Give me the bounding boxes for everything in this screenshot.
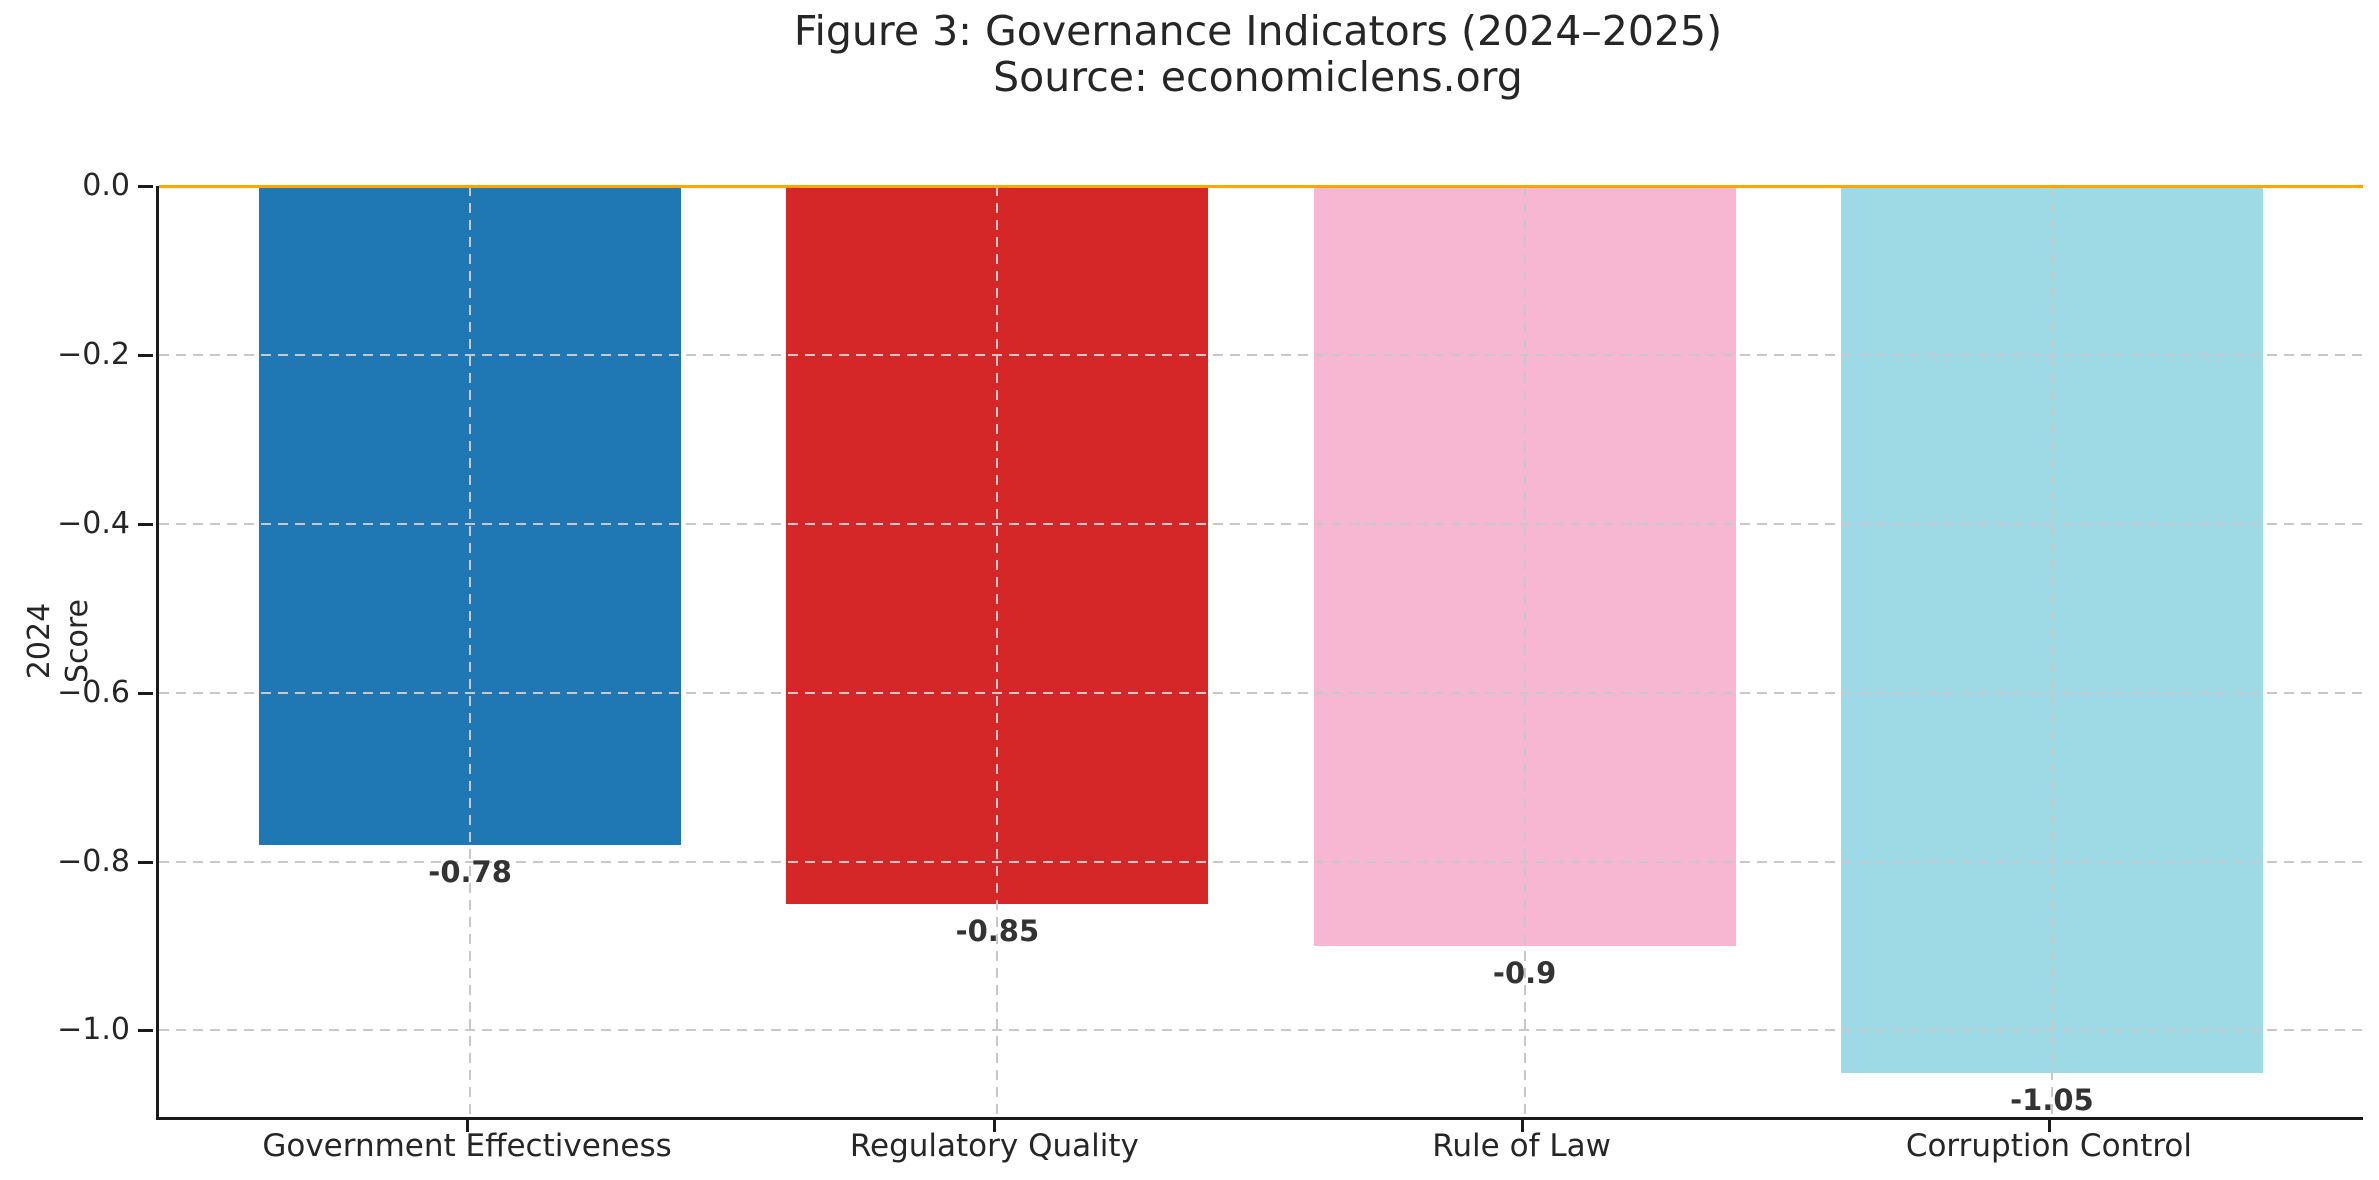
x-axis-tick xyxy=(466,1120,470,1132)
x-tick-label-rule-of-law: Rule of Law xyxy=(1432,1128,1611,1164)
gridline-vertical xyxy=(469,186,472,1117)
gridline-vertical xyxy=(1523,186,1526,1117)
bar-value-label: -0.9 xyxy=(1492,956,1557,990)
gridline-vertical xyxy=(996,186,999,1117)
x-tick-label-government-effectiveness: Government Effectiveness xyxy=(262,1128,672,1164)
bar-value-label: -0.78 xyxy=(428,854,512,889)
bar-value-label: -1.05 xyxy=(2010,1082,2094,1117)
gridline-horizontal xyxy=(159,522,2363,525)
zero-baseline xyxy=(159,185,2363,188)
gridline-horizontal xyxy=(159,1029,2363,1032)
y-axis-tick xyxy=(138,522,153,526)
plot-area: -0.78 -0.85 -0.9 -1.05 xyxy=(156,185,2363,1120)
x-tick-label-regulatory-quality: Regulatory Quality xyxy=(849,1128,1139,1164)
gridline-horizontal xyxy=(159,691,2363,694)
x-tick-label-corruption-control: Corruption Control xyxy=(1905,1128,2192,1164)
gridline-horizontal xyxy=(159,860,2363,863)
x-axis-tick xyxy=(993,1120,997,1132)
y-tick-label: −0.6 xyxy=(57,674,130,710)
y-tick-label: −0.8 xyxy=(57,843,130,879)
chart-title-block: Figure 3: Governance Indicators (2024–20… xyxy=(156,8,2360,100)
y-axis-tick xyxy=(138,691,153,695)
gridline-horizontal xyxy=(159,353,2363,356)
y-axis-tick xyxy=(138,1029,153,1033)
x-axis-tick xyxy=(1520,1120,1524,1132)
chart-title: Figure 3: Governance Indicators (2024–20… xyxy=(793,7,1723,55)
y-tick-label: −0.4 xyxy=(57,505,130,541)
x-axis-tick xyxy=(2047,1120,2051,1132)
bar-value-label: -0.85 xyxy=(955,913,1040,948)
y-tick-label: −1.0 xyxy=(57,1012,130,1048)
y-axis-tick xyxy=(138,353,153,357)
y-axis-tick xyxy=(138,860,153,864)
y-axis-tick xyxy=(138,185,153,188)
y-tick-label: 0.0 xyxy=(82,168,130,203)
y-tick-label: −0.2 xyxy=(57,336,130,372)
gridline-vertical xyxy=(2050,186,2053,1117)
chart-subtitle: Source: economiclens.org xyxy=(993,53,1523,101)
